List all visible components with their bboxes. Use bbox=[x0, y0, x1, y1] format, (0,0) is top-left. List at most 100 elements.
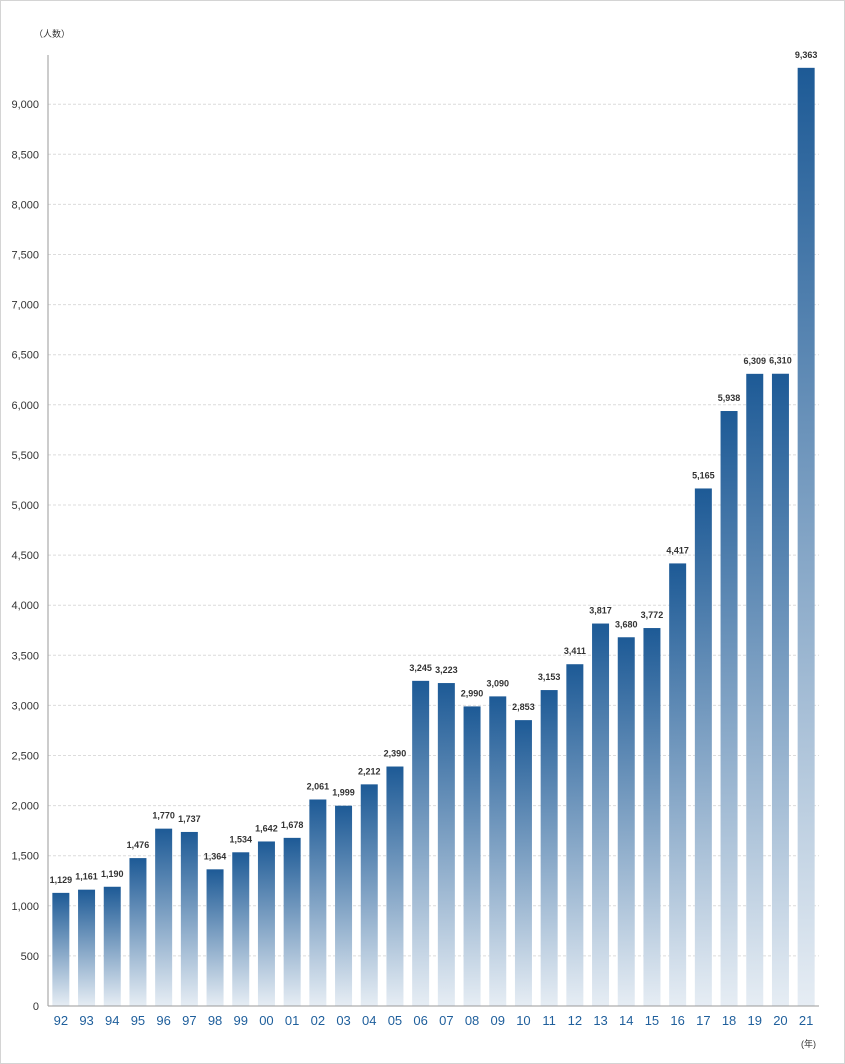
x-tick-label-01: 01 bbox=[285, 1013, 299, 1028]
data-label-19: 6,309 bbox=[743, 356, 766, 366]
x-tick-label-05: 05 bbox=[388, 1013, 402, 1028]
data-label-97: 1,737 bbox=[178, 814, 201, 824]
data-labels: 1,129 1,161 1,190 1,476 1,770 1,737 1,3641,534… bbox=[50, 50, 818, 885]
bar-21 bbox=[797, 67, 815, 1007]
bar-98 bbox=[206, 869, 224, 1006]
data-label-93: 1,161 bbox=[75, 872, 98, 882]
data-label-13: 3,817 bbox=[589, 606, 612, 616]
y-tick-label: 1,000 bbox=[11, 901, 39, 913]
y-tick-label: 3,000 bbox=[11, 700, 39, 712]
bar-99 bbox=[232, 852, 250, 1006]
x-tick-label-94: 94 bbox=[105, 1013, 119, 1028]
y-tick-label: 1,500 bbox=[11, 851, 39, 863]
data-label-06: 3,245 bbox=[409, 663, 432, 673]
bar-19 bbox=[746, 373, 764, 1006]
y-axis-ticks: 0 500 1,000 1,500 2,000 2,500 3,000 3,500 4,000 4… bbox=[11, 99, 39, 1013]
bar-17 bbox=[694, 488, 712, 1006]
bar-14 bbox=[617, 637, 635, 1006]
data-label-16: 4,417 bbox=[666, 545, 689, 555]
y-tick-label: 7,500 bbox=[11, 250, 39, 262]
x-tick-label-17: 17 bbox=[696, 1013, 710, 1028]
bar-15 bbox=[643, 628, 661, 1006]
data-label-04: 2,212 bbox=[358, 766, 381, 776]
data-label-14: 3,680 bbox=[615, 619, 638, 629]
x-tick-label-15: 15 bbox=[645, 1013, 659, 1028]
x-tick-label-14: 14 bbox=[619, 1013, 633, 1028]
bar-97 bbox=[180, 831, 198, 1006]
x-tick-label-18: 18 bbox=[722, 1013, 736, 1028]
data-label-17: 5,165 bbox=[692, 470, 715, 480]
data-label-00: 1,642 bbox=[255, 823, 278, 833]
y-tick-label: 6,500 bbox=[11, 350, 39, 362]
y-tick-label: 5,000 bbox=[11, 500, 39, 512]
bar-16 bbox=[669, 563, 687, 1006]
x-tick-label-98: 98 bbox=[208, 1013, 222, 1028]
bar-94 bbox=[103, 886, 121, 1006]
x-tick-label-03: 03 bbox=[336, 1013, 350, 1028]
bar-92 bbox=[52, 892, 70, 1006]
y-tick-label: 5,500 bbox=[11, 450, 39, 462]
bar-00 bbox=[257, 841, 275, 1006]
data-label-05: 2,390 bbox=[384, 749, 407, 759]
bar-95 bbox=[129, 858, 147, 1006]
bar-10 bbox=[514, 720, 532, 1006]
x-tick-label-96: 96 bbox=[156, 1013, 170, 1028]
bar-03 bbox=[335, 805, 353, 1006]
x-tick-label-93: 93 bbox=[79, 1013, 93, 1028]
bar-07 bbox=[437, 683, 455, 1006]
x-tick-label-10: 10 bbox=[516, 1013, 530, 1028]
bar-04 bbox=[360, 784, 378, 1006]
bar-20 bbox=[771, 373, 789, 1006]
x-axis-ticks: 92 93 94 95 96 97 98 99 00 01 02 03 04 05 06 07 08 09 10 11… bbox=[54, 1013, 814, 1028]
data-label-20: 6,310 bbox=[769, 356, 792, 366]
data-label-96: 1,770 bbox=[152, 811, 175, 821]
y-tick-label: 0 bbox=[33, 1001, 39, 1013]
y-tick-label: 8,500 bbox=[11, 149, 39, 161]
x-tick-label-21: 21 bbox=[799, 1013, 813, 1028]
bar-13 bbox=[592, 623, 610, 1006]
data-label-07: 3,223 bbox=[435, 665, 458, 675]
y-tick-label: 7,000 bbox=[11, 300, 39, 312]
data-label-99: 1,534 bbox=[229, 834, 252, 844]
bar-96 bbox=[155, 828, 173, 1006]
bar-01 bbox=[283, 837, 301, 1006]
data-label-18: 5,938 bbox=[718, 393, 741, 403]
y-tick-label: 4,000 bbox=[11, 600, 39, 612]
x-tick-label-12: 12 bbox=[568, 1013, 582, 1028]
data-label-02: 2,061 bbox=[307, 781, 330, 791]
bar-12 bbox=[566, 664, 584, 1006]
y-tick-label: 6,000 bbox=[11, 400, 39, 412]
x-tick-label-07: 07 bbox=[439, 1013, 453, 1028]
data-label-01: 1,678 bbox=[281, 820, 304, 830]
data-label-11: 3,153 bbox=[538, 672, 561, 682]
x-tick-label-97: 97 bbox=[182, 1013, 196, 1028]
data-label-15: 3,772 bbox=[641, 610, 664, 620]
y-tick-label: 8,000 bbox=[11, 199, 39, 211]
bar-05 bbox=[386, 766, 404, 1006]
data-label-09: 3,090 bbox=[486, 678, 509, 688]
data-label-08: 2,990 bbox=[461, 688, 484, 698]
x-tick-label-20: 20 bbox=[773, 1013, 787, 1028]
y-tick-label: 9,000 bbox=[11, 99, 39, 111]
bar-11 bbox=[540, 690, 558, 1006]
y-tick-label: 2,000 bbox=[11, 801, 39, 813]
data-label-10: 2,853 bbox=[512, 702, 535, 712]
x-tick-label-11: 11 bbox=[542, 1013, 556, 1028]
bar-06 bbox=[412, 680, 430, 1006]
x-tick-label-09: 09 bbox=[491, 1013, 505, 1028]
data-label-12: 3,411 bbox=[564, 646, 586, 656]
y-tick-label: 500 bbox=[21, 951, 39, 963]
data-label-92: 1,129 bbox=[50, 875, 73, 885]
x-tick-label-13: 13 bbox=[593, 1013, 607, 1028]
x-tick-label-19: 19 bbox=[748, 1013, 762, 1028]
bar-93 bbox=[78, 889, 96, 1006]
bar-08 bbox=[463, 706, 481, 1006]
x-tick-label-16: 16 bbox=[670, 1013, 684, 1028]
x-tick-label-08: 08 bbox=[465, 1013, 479, 1028]
data-label-03: 1,999 bbox=[332, 788, 355, 798]
x-unit-label: (年) bbox=[801, 1038, 816, 1049]
bars bbox=[52, 67, 815, 1007]
x-tick-label-02: 02 bbox=[311, 1013, 325, 1028]
x-tick-label-92: 92 bbox=[54, 1013, 68, 1028]
